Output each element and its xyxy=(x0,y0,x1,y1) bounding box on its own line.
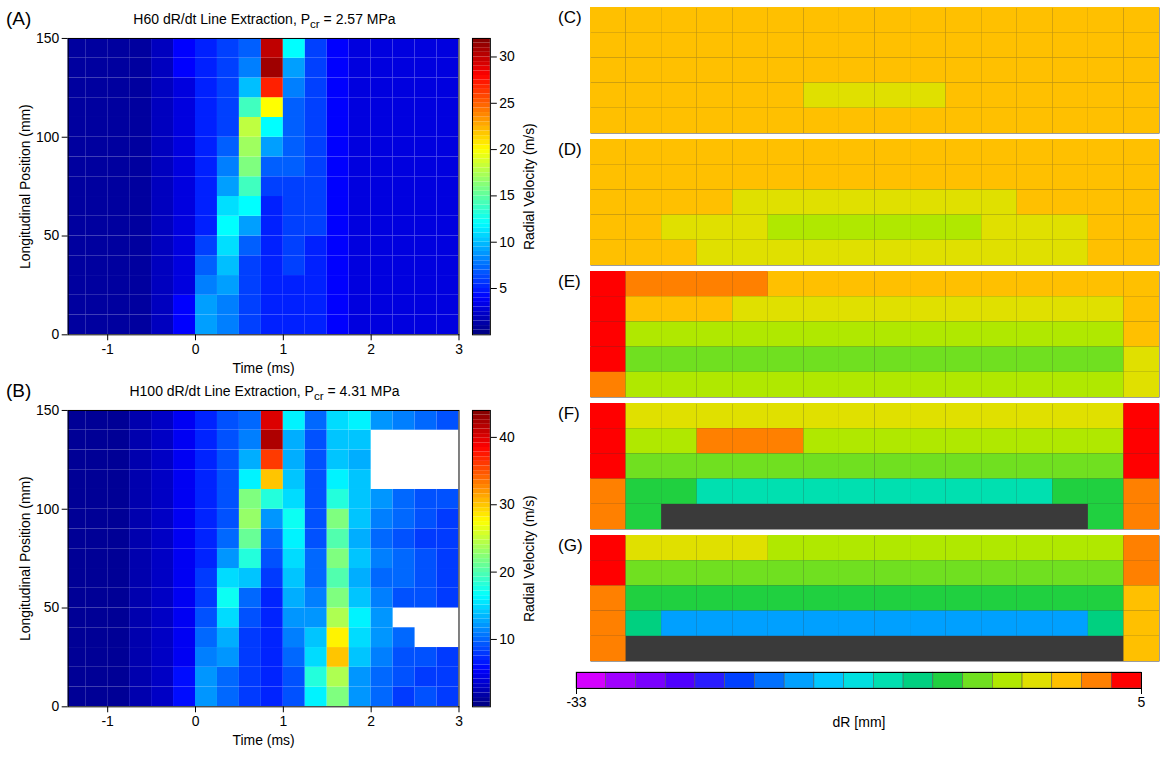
svg-text:2: 2 xyxy=(367,713,375,729)
html-text:H100 dR/dt Line Extraction, Pc: H100 dR/dt Line Extraction, Pcr= 4.31 MP… xyxy=(129,383,400,403)
svg-text:-33: -33 xyxy=(566,694,586,710)
html-text:(G): (G) xyxy=(558,536,583,555)
svg-text:2: 2 xyxy=(367,341,375,357)
svg-text:-1: -1 xyxy=(101,713,114,729)
svg-text:0: 0 xyxy=(51,326,59,342)
svg-text:100: 100 xyxy=(36,129,59,145)
html-text:(A): (A) xyxy=(6,8,32,29)
svg-text:3: 3 xyxy=(455,713,463,729)
svg-text:0: 0 xyxy=(51,698,59,714)
svg-text:20: 20 xyxy=(500,141,516,157)
svg-text:1: 1 xyxy=(279,341,287,357)
svg-text:5: 5 xyxy=(500,280,508,296)
svg-text:Longitudinal Position (mm): Longitudinal Position (mm) xyxy=(17,104,33,269)
svg-text:Radial Velocity (m/s): Radial Velocity (m/s) xyxy=(522,123,538,250)
svg-text:15: 15 xyxy=(500,187,516,203)
svg-text:dR [mm]: dR [mm] xyxy=(833,714,886,730)
html-text:(F): (F) xyxy=(558,404,580,423)
html-text:H60 dR/dt Line Extraction, Pcr: H60 dR/dt Line Extraction, Pcr= 2.57 MPa xyxy=(133,11,396,30)
svg-text:0: 0 xyxy=(192,341,200,357)
svg-text:Time (ms): Time (ms) xyxy=(233,360,295,376)
svg-text:1: 1 xyxy=(279,713,287,729)
svg-text:0: 0 xyxy=(192,713,200,729)
svg-text:30: 30 xyxy=(500,48,516,64)
svg-text:50: 50 xyxy=(44,227,60,243)
svg-text:-1: -1 xyxy=(101,341,114,357)
html-text:(B): (B) xyxy=(6,380,32,402)
svg-text:Time (ms): Time (ms) xyxy=(233,732,295,748)
svg-text:Longitudinal Position (mm): Longitudinal Position (mm) xyxy=(17,476,33,641)
svg-text:30: 30 xyxy=(500,496,516,512)
svg-text:20: 20 xyxy=(500,564,516,580)
svg-text:40: 40 xyxy=(500,429,516,445)
html-text:(C): (C) xyxy=(558,8,582,27)
svg-text:25: 25 xyxy=(500,95,516,111)
svg-text:10: 10 xyxy=(500,234,516,250)
svg-text:5: 5 xyxy=(1138,694,1146,710)
svg-text:100: 100 xyxy=(36,501,59,517)
svg-text:50: 50 xyxy=(44,600,60,616)
svg-text:Radial Velocity (m/s): Radial Velocity (m/s) xyxy=(522,495,538,622)
svg-text:10: 10 xyxy=(500,631,516,647)
svg-text:3: 3 xyxy=(455,341,463,357)
html-text:(D): (D) xyxy=(558,140,582,159)
svg-text:150: 150 xyxy=(36,402,59,418)
html-text:(E): (E) xyxy=(558,272,581,291)
svg-text:150: 150 xyxy=(36,30,59,46)
